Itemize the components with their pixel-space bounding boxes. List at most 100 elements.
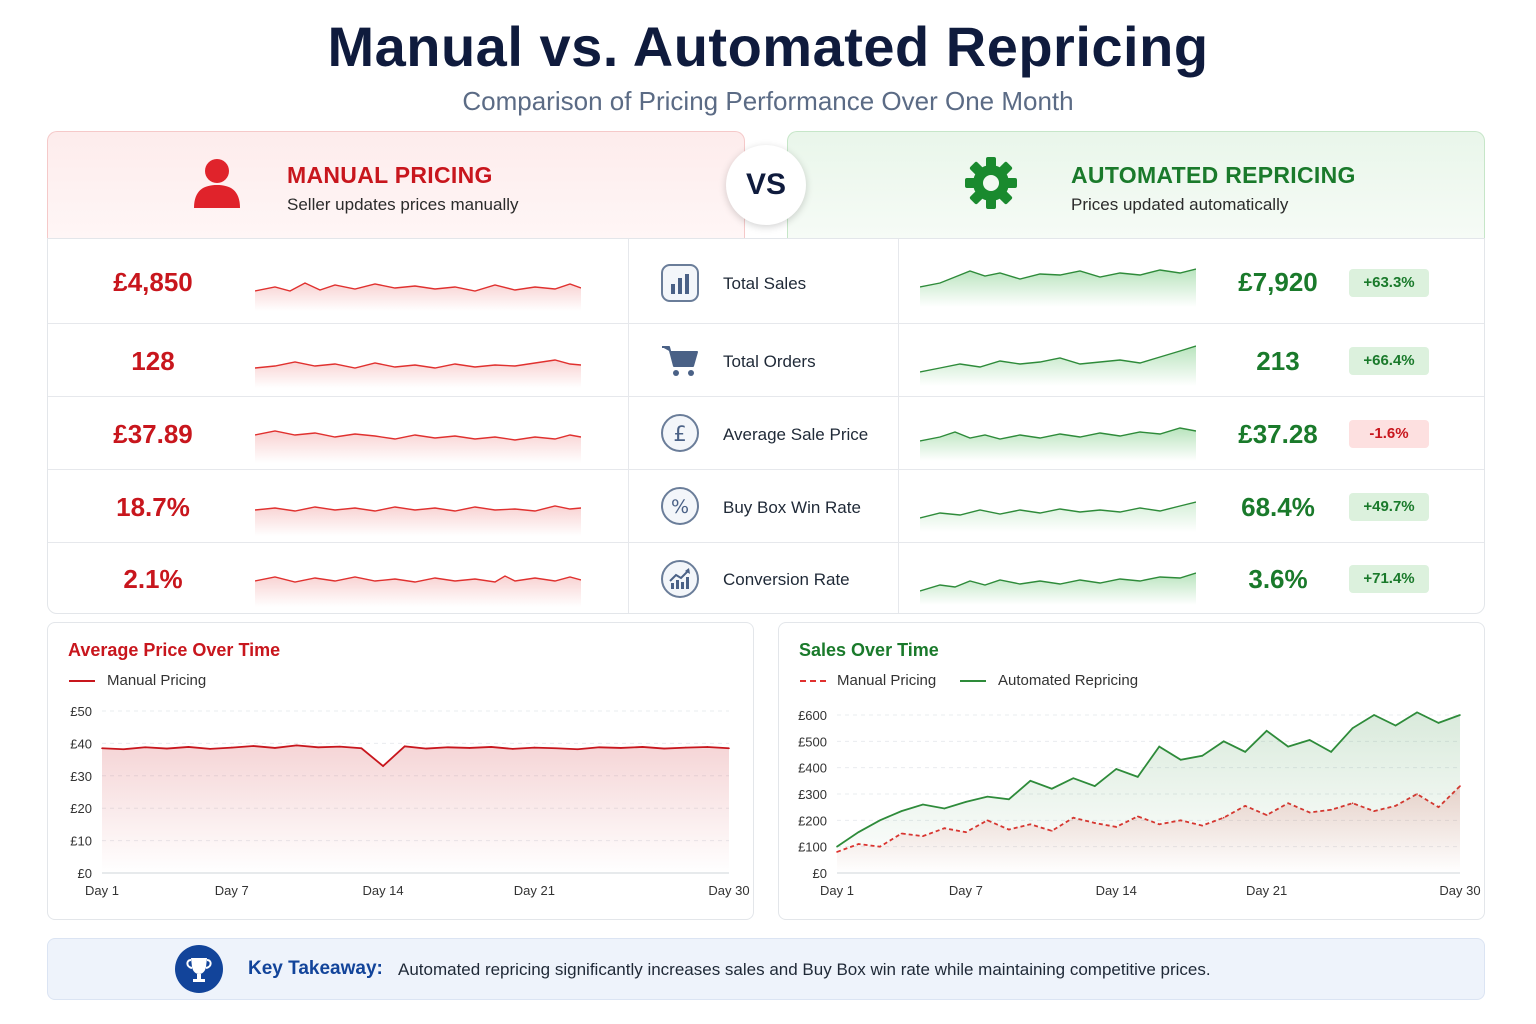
- svg-text:%: %: [671, 496, 689, 518]
- data-point: [166, 747, 168, 750]
- data-point: [360, 747, 363, 750]
- manual-sparkline: [255, 575, 581, 607]
- y-tick-label: £0: [78, 866, 92, 881]
- y-tick-label: £40: [70, 736, 92, 751]
- cart-icon: [662, 346, 698, 376]
- data-point: [1136, 776, 1139, 778]
- x-tick-label: Day 21: [1246, 883, 1287, 898]
- automated-value: 3.6%: [1248, 564, 1308, 594]
- page-subtitle: Comparison of Pricing Performance Over O…: [462, 86, 1074, 116]
- legend-swatch-manual: [69, 680, 95, 682]
- data-point: [943, 807, 946, 810]
- data-point: [1416, 711, 1418, 714]
- automated-repricing-description: Prices updated automatically: [1071, 195, 1289, 214]
- data-point: [598, 746, 601, 749]
- y-tick-label: £400: [798, 761, 827, 776]
- svg-text:£: £: [673, 422, 686, 446]
- data-point: [1093, 785, 1096, 787]
- x-tick-label: Day 30: [1439, 883, 1480, 898]
- x-tick-label: Day 1: [820, 883, 854, 898]
- key-takeaway-text: Automated repricing significantly increa…: [398, 960, 1211, 979]
- data-point: [209, 748, 211, 750]
- y-tick-label: £300: [798, 787, 827, 802]
- legend-swatch-manual: [800, 680, 826, 682]
- data-point: [555, 747, 557, 750]
- change-badge: +63.3%: [1349, 269, 1429, 297]
- data-point: [425, 747, 428, 750]
- trend-icon: [661, 560, 699, 598]
- data-point: [663, 747, 665, 750]
- automated-sparkline: [920, 501, 1196, 532]
- metric-label: Buy Box Win Rate: [723, 498, 861, 517]
- bar-chart-icon: [661, 264, 699, 302]
- y-tick-label: £10: [70, 834, 92, 849]
- key-takeaway-banner: Key Takeaway: Automated repricing signif…: [47, 938, 1485, 1000]
- data-point: [1437, 722, 1440, 724]
- key-takeaway-label: Key Takeaway:: [248, 958, 383, 979]
- automated-sparkline: [920, 572, 1196, 605]
- data-point: [1244, 751, 1246, 753]
- metric-label: Average Sale Price: [723, 425, 869, 444]
- manual-pricing-description: Seller updates prices manually: [287, 195, 519, 214]
- y-tick-label: £50: [70, 704, 92, 719]
- manual-value: 128: [131, 346, 175, 376]
- manual-value: 18.7%: [116, 492, 190, 522]
- data-point: [187, 746, 190, 748]
- data-point: [576, 748, 579, 751]
- user-icon: [194, 159, 240, 208]
- data-point: [1008, 798, 1010, 801]
- metric-row-buy-box-win-rate: 18.7% % Buy Box Win Rate 68.4% +49.7%: [48, 470, 1484, 543]
- data-point: [511, 748, 514, 750]
- data-point: [857, 831, 860, 833]
- manual-value: 2.1%: [123, 564, 183, 594]
- automated-value: 68.4%: [1241, 492, 1315, 522]
- automated-repricing-header: AUTOMATED REPRICING Prices updated autom…: [787, 131, 1485, 239]
- metric-row-total-sales: £4,850 Total Sales £7,920 +63.3%: [48, 239, 1484, 324]
- y-tick-label: £0: [813, 866, 827, 881]
- data-point: [252, 745, 255, 747]
- manual-pricing-title: MANUAL PRICING: [287, 162, 493, 188]
- data-point: [1459, 714, 1461, 716]
- data-point: [447, 746, 449, 749]
- data-point: [274, 747, 276, 749]
- series-area-1: [837, 712, 1460, 873]
- manual-sparkline: [255, 505, 581, 536]
- metric-row-total-orders: 128 Total Orders 213 +66.4%: [48, 324, 1484, 397]
- automated-value: £37.28: [1238, 419, 1318, 449]
- data-point: [1029, 780, 1032, 782]
- average-price-chart-panel: Average Price Over Time Manual Pricing £…: [47, 622, 754, 920]
- automated-repricing-title: AUTOMATED REPRICING: [1071, 162, 1356, 188]
- series-area-0: [102, 745, 729, 873]
- data-point: [382, 765, 384, 767]
- x-tick-label: Day 7: [949, 883, 983, 898]
- data-point: [1351, 727, 1354, 729]
- manual-sparkline: [255, 359, 581, 388]
- change-badge: -1.6%: [1349, 420, 1429, 448]
- y-tick-label: £200: [798, 813, 827, 828]
- data-point: [1072, 777, 1075, 779]
- data-point: [1265, 730, 1268, 732]
- data-point: [403, 745, 406, 748]
- data-point: [1201, 755, 1204, 757]
- data-point: [230, 746, 233, 749]
- series-line-manual-pricing: [101, 744, 730, 768]
- x-tick-label: Day 14: [362, 883, 403, 898]
- data-point: [922, 803, 924, 806]
- change-badge: +66.4%: [1349, 347, 1429, 375]
- data-point: [468, 747, 471, 749]
- legend-label-automated: Automated Repricing: [998, 672, 1139, 689]
- manual-sparkline: [255, 282, 581, 311]
- x-tick-label: Day 21: [514, 883, 555, 898]
- sales-chart: £0 £100 £200 £300 £400 £500 £600 Day 1 Day 7 Day …: [798, 708, 1481, 898]
- automated-value: 213: [1256, 346, 1300, 376]
- gear-icon: [965, 157, 1017, 209]
- vs-badge: VS: [726, 145, 806, 225]
- x-tick-label: Day 30: [708, 883, 749, 898]
- data-point: [1115, 768, 1118, 770]
- y-tick-label: £100: [798, 840, 827, 855]
- x-tick-label: Day 7: [215, 883, 249, 898]
- data-point: [641, 746, 644, 748]
- automated-sparkline: [920, 427, 1196, 461]
- data-point: [295, 744, 298, 747]
- y-tick-label: £500: [798, 734, 827, 749]
